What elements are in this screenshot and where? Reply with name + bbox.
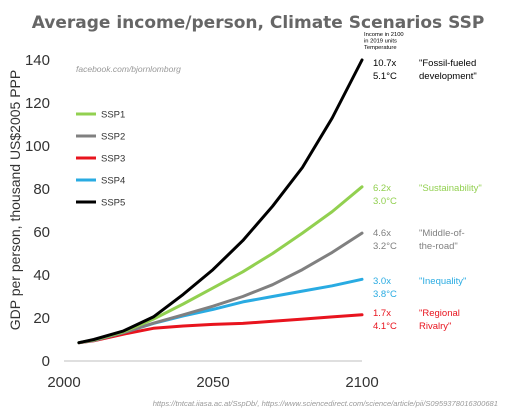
annotation-temperature-ssp4: 3.8°C — [373, 289, 397, 300]
series-line-ssp5 — [77, 58, 364, 345]
y-axis-label: GDP per person, thousand US$2005 PPP — [7, 70, 23, 330]
annotation-multiplier-ssp5: 10.7x — [373, 58, 396, 69]
y-tick-label: 20 — [33, 310, 50, 327]
annotation-multiplier-ssp2: 4.6x — [373, 228, 391, 239]
series-annotations: 6.2x 3.0°C "Sustainability" 4.6x 3.2°C "Middl… — [373, 58, 482, 332]
x-tick-label: 2100 — [345, 374, 378, 391]
legend-label-ssp1: SSP1 — [101, 110, 125, 121]
y-tick-label: 140 — [25, 52, 50, 69]
series-line-ssp3 — [77, 313, 364, 345]
x-tick-labels: 2000 2050 2100 — [47, 374, 378, 391]
legend-label-ssp3: SSP3 — [101, 154, 125, 165]
legend: SSP1 SSP2 SSP3 SSP4 SSP5 — [76, 110, 125, 209]
annotation-scenario-ssp1: "Sustainability" — [419, 183, 482, 194]
annotation-scenario-ssp2: the-road" — [419, 241, 458, 252]
annotation-temperature-ssp5: 5.1°C — [373, 71, 397, 82]
y-tick-label: 100 — [25, 138, 50, 155]
annotation-multiplier-ssp1: 6.2x — [373, 183, 391, 194]
legend-label-ssp2: SSP2 — [101, 132, 125, 143]
annotation-multiplier-ssp4: 3.0x — [373, 276, 391, 287]
annotation-note-line: in 2019 units — [364, 39, 397, 45]
y-tick-label: 60 — [33, 224, 50, 241]
y-tick-label: 80 — [33, 181, 50, 198]
annotation-temperature-ssp3: 4.1°C — [373, 321, 397, 332]
annotation-scenario-ssp3: Rivalry" — [419, 321, 451, 332]
annotation-note-line: Temperature — [364, 45, 397, 51]
legend-label-ssp5: SSP5 — [101, 198, 125, 209]
watermark: facebook.com/bjornlomborg — [76, 64, 181, 74]
annotation-scenario-ssp5: "Fossil-fueled — [419, 58, 476, 69]
series-lines — [77, 58, 364, 345]
annotation-multiplier-ssp3: 1.7x — [373, 308, 391, 319]
annotation-scenario-ssp4: "Inequality" — [419, 276, 466, 287]
y-tick-label: 0 — [42, 353, 50, 370]
x-tick-label: 2000 — [47, 374, 80, 391]
chart-title: Average income/person, Climate Scenarios… — [32, 13, 485, 33]
annotation-note-line: Income in 2100 — [364, 32, 404, 38]
y-tick-labels: 0 20 40 60 80 100 120 140 — [25, 52, 50, 370]
source-citation: https://tntcat.iiasa.ac.at/SspDb/, https… — [153, 399, 498, 408]
annotation-scenario-ssp2: "Middle-of- — [419, 228, 465, 239]
annotation-temperature-ssp2: 3.2°C — [373, 241, 397, 252]
x-tick-label: 2050 — [196, 374, 229, 391]
y-tick-label: 120 — [25, 95, 50, 112]
annotation-scenario-ssp3: "Regional — [419, 308, 460, 319]
legend-label-ssp4: SSP4 — [101, 176, 125, 187]
y-tick-label: 40 — [33, 267, 50, 284]
annotation-temperature-ssp1: 3.0°C — [373, 196, 397, 207]
annotation-scenario-ssp5: development" — [419, 71, 477, 82]
